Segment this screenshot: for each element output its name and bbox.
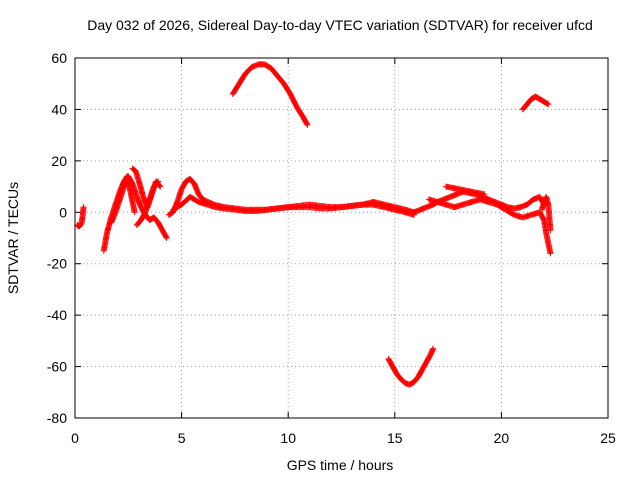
data-point — [131, 209, 138, 216]
y-tick-label: 20 — [51, 153, 67, 169]
series-arc-8 — [229, 61, 311, 128]
x-tick-label: 0 — [71, 430, 79, 446]
y-axis-label: SDTVAR / TECUs — [5, 182, 21, 294]
data-point — [547, 227, 554, 234]
axis-ticks: 0 5 10 15 20 25 -80 -60 -40 -20 0 20 40 60 — [47, 50, 616, 446]
x-tick-label: 20 — [494, 430, 510, 446]
x-tick-label: 5 — [178, 430, 186, 446]
data-point — [163, 234, 170, 241]
plot-frame — [74, 57, 609, 419]
x-tick-label: 15 — [387, 430, 403, 446]
data-point — [545, 101, 552, 108]
series-arc-1 — [74, 204, 87, 230]
y-tick-label: 0 — [59, 204, 67, 220]
y-tick-label: -60 — [47, 359, 67, 375]
series-arc-7 — [170, 193, 417, 216]
data-point — [303, 120, 310, 127]
x-tick-label: 10 — [280, 430, 296, 446]
series-arc-12 — [442, 183, 488, 198]
data-point — [80, 204, 87, 211]
data-point — [163, 235, 170, 241]
data-point — [481, 191, 488, 198]
y-tick-label: -80 — [47, 410, 67, 426]
y-tick-label: 60 — [51, 50, 67, 66]
y-tick-label: 40 — [51, 101, 67, 117]
series-arc-13 — [519, 93, 552, 113]
series-arc-6 — [165, 175, 417, 218]
grid — [75, 58, 608, 418]
series-arc-5 — [133, 178, 162, 229]
series-arc-14 — [538, 193, 554, 234]
data-point — [547, 250, 554, 257]
y-tick-label: -40 — [47, 307, 67, 323]
data-point — [154, 179, 161, 186]
data-point — [544, 100, 551, 107]
data-point — [430, 345, 437, 352]
series-arc-3 — [108, 173, 170, 241]
x-axis-label: GPS time / hours — [287, 457, 394, 473]
series-arc-9 — [385, 345, 437, 388]
y-tick-label: -20 — [47, 256, 67, 272]
x-tick-label: 25 — [600, 430, 616, 446]
data-point — [304, 121, 311, 128]
chart-title: Day 032 of 2026, Sidereal Day-to-day VTE… — [87, 17, 593, 33]
series-arc-11 — [425, 196, 554, 257]
data-point — [155, 178, 162, 185]
data-points — [74, 61, 554, 388]
data-point — [157, 183, 164, 190]
